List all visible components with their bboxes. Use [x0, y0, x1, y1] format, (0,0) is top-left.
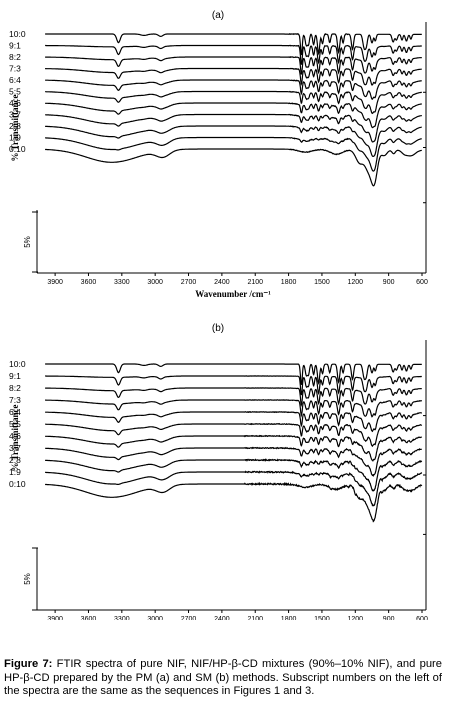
- x-tick-label-a-4: 2700: [181, 279, 197, 286]
- spectrum-line-b-3: [45, 399, 423, 418]
- series-label-b-2: 8:2: [9, 383, 21, 393]
- spectrum-line-b-8: [45, 458, 423, 492]
- x-tick-label-b-6: 2100: [247, 616, 263, 620]
- x-tick-label-a-11: 600: [416, 279, 428, 286]
- series-label-b-6: 4:6: [9, 431, 21, 441]
- spectrum-line-a-4: [45, 79, 422, 100]
- scale-bar-label-a: 5%: [23, 236, 32, 248]
- chart-panel-b: (b) 3900 3600 3300 3000 2700 2400 2100 1800 1500 1…: [0, 320, 449, 620]
- y-axis-label-b: % Transmittance: [10, 405, 20, 472]
- spectrum-line-a-10: [44, 148, 422, 187]
- spectrum-line-b-0: [45, 363, 422, 386]
- x-tick-label-a-5: 2400: [214, 279, 230, 286]
- spectrum-line-b-9: [45, 470, 423, 507]
- x-tick-label-b-11: 600: [416, 616, 428, 620]
- series-label-b-5: 5:5: [9, 419, 21, 429]
- x-tick-label-b-5: 2400: [214, 616, 230, 620]
- panel-title-a: (a): [212, 10, 224, 21]
- spectrum-line-a-2: [45, 56, 422, 75]
- x-tick-label-a-10: 900: [383, 279, 395, 286]
- spectrum-line-a-5: [45, 90, 422, 115]
- x-tick-label-b-8: 1500: [314, 616, 330, 620]
- series-label-a-5: 5:5: [9, 87, 21, 97]
- x-tick-label-a-7: 1800: [281, 279, 297, 286]
- series-label-b-8: 2:8: [9, 455, 21, 465]
- x-tick-label-a-2: 3300: [114, 279, 130, 286]
- spectra-group-b: [44, 363, 423, 523]
- spectrum-line-b-2: [45, 387, 423, 408]
- x-tick-label-b-10: 900: [383, 616, 395, 620]
- chart-b-svg: (b) 3900 3600 3300 3000 2700 2400 2100 1800 1500 1…: [9, 323, 428, 620]
- caption-label: Figure 7:: [4, 658, 53, 670]
- x-tick-label-b-0: 3900: [47, 616, 63, 620]
- series-label-a-4: 6:4: [9, 75, 21, 85]
- series-label-a-7: 3:7: [9, 110, 21, 120]
- spectra-group-a: [44, 33, 422, 187]
- x-tick-label-a-0: 3900: [47, 279, 63, 286]
- series-label-a-6: 4:6: [9, 98, 21, 108]
- spectrum-line-a-1: [45, 44, 422, 65]
- series-label-b-9: 1:9: [9, 467, 21, 477]
- x-tick-label-b-3: 3000: [147, 616, 163, 620]
- scale-bar-label-b: 5%: [23, 573, 32, 585]
- spectrum-line-a-8: [45, 125, 422, 157]
- x-tick-label-a-3: 3000: [147, 279, 163, 286]
- x-tick-label-b-4: 2700: [181, 616, 197, 620]
- x-tick-label-a-6: 2100: [247, 279, 263, 286]
- spectrum-line-a-9: [45, 136, 422, 172]
- spectrum-line-a-3: [45, 67, 422, 86]
- spectrum-line-a-6: [45, 102, 422, 129]
- series-label-b-0: 10:0: [9, 359, 26, 369]
- figure-caption: Figure 7: FTIR spectra of pure NIF, NIF/…: [4, 658, 442, 699]
- series-label-b-7: 3:7: [9, 443, 21, 453]
- x-tick-label-b-7: 1800: [281, 616, 297, 620]
- spectrum-line-a-7: [45, 113, 422, 143]
- series-label-b-10: 0:10: [9, 479, 26, 489]
- series-label-b-1: 9:1: [9, 371, 21, 381]
- x-tick-label-a-1: 3600: [81, 279, 97, 286]
- x-tick-label-b-2: 3300: [114, 616, 130, 620]
- caption-text: FTIR spectra of pure NIF, NIF/HP-β-CD mi…: [4, 658, 442, 697]
- series-label-a-10: 0:10: [9, 144, 26, 154]
- x-tick-label-b-9: 1200: [348, 616, 364, 620]
- series-label-b-4: 6:4: [9, 407, 21, 417]
- spectrum-line-b-7: [45, 446, 422, 478]
- spectrum-line-b-1: [45, 375, 422, 396]
- series-label-a-0: 10:0: [9, 29, 26, 39]
- panel-title-b: (b): [212, 323, 224, 334]
- series-label-a-9: 1:9: [9, 133, 21, 143]
- chart-a-svg: (a) 3900 3600 3300 3000 2700 2400 2100 1800 1500 1…: [9, 10, 428, 299]
- spectrum-line-a-0: [45, 33, 422, 56]
- chart-panel-a: (a) 3900 3600 3300 3000 2700 2400 2100 1800 1500 1…: [0, 0, 449, 320]
- y-axis-label-a: % Transmittance: [10, 95, 20, 162]
- series-label-a-8: 2:8: [9, 121, 21, 131]
- spectrum-line-b-4: [45, 410, 423, 433]
- x-tick-label-a-8: 1500: [314, 279, 330, 286]
- series-label-a-1: 9:1: [9, 41, 21, 51]
- series-label-b-3: 7:3: [9, 395, 21, 405]
- x-tick-label-b-1: 3600: [81, 616, 97, 620]
- x-axis-label-a: Wavenumber /cm⁻¹: [195, 289, 271, 299]
- x-tick-label-a-9: 1200: [348, 279, 364, 286]
- series-label-a-3: 7:3: [9, 64, 21, 74]
- spectrum-line-b-5: [45, 422, 423, 448]
- series-label-a-2: 8:2: [9, 52, 21, 62]
- spectrum-line-b-10: [44, 481, 423, 523]
- spectrum-line-b-6: [45, 434, 423, 462]
